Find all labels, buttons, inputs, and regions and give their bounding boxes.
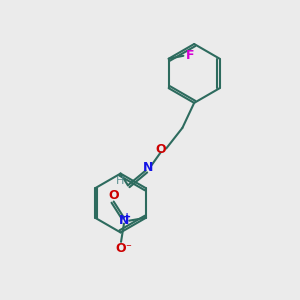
Text: O: O xyxy=(116,242,126,255)
Text: N: N xyxy=(119,214,129,227)
Text: O: O xyxy=(155,143,166,157)
Text: N: N xyxy=(143,161,154,174)
Text: F: F xyxy=(186,49,194,62)
Text: ⁻: ⁻ xyxy=(125,243,131,253)
Text: +: + xyxy=(123,212,132,222)
Text: H: H xyxy=(116,176,124,186)
Text: O: O xyxy=(108,188,119,202)
